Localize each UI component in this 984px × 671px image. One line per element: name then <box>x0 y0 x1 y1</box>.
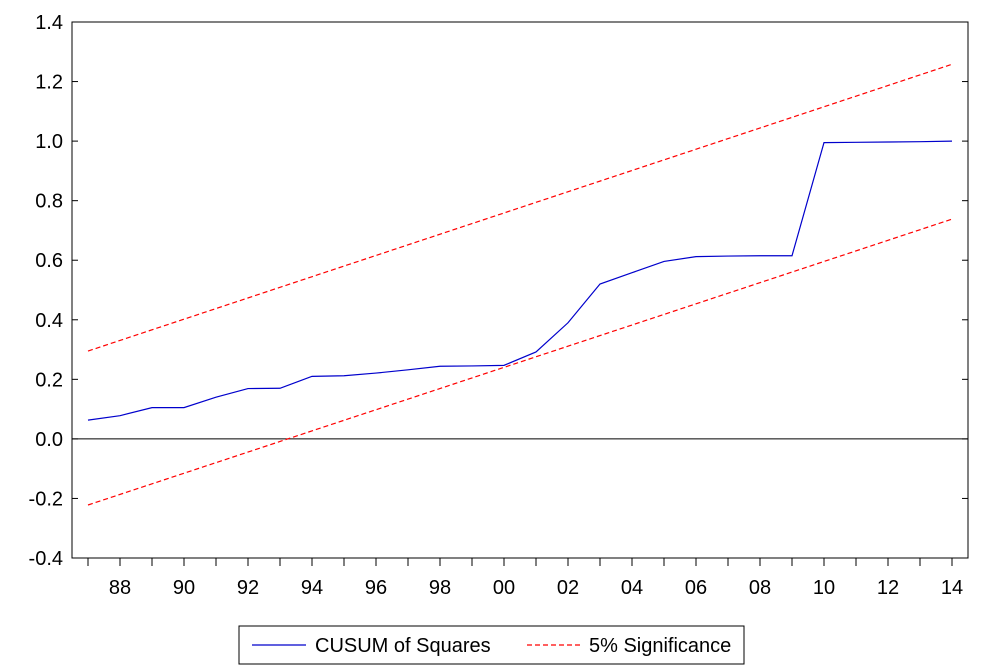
y-tick-label: -0.4 <box>29 548 63 570</box>
x-tick-label: 90 <box>173 577 195 599</box>
x-tick-label: 00 <box>493 577 515 599</box>
x-tick-label: 94 <box>301 577 323 599</box>
plot-frame <box>71 21 969 559</box>
y-tick-label: 0.4 <box>35 310 63 332</box>
y-tick-label: 0.0 <box>35 429 63 451</box>
cusum-squares-line <box>87 140 953 421</box>
x-tick-label: 88 <box>109 577 131 599</box>
legend-label-cusum: CUSUM of Squares <box>315 635 491 657</box>
x-tick-label: 92 <box>237 577 259 599</box>
legend-label-significance: 5% Significance <box>589 635 731 657</box>
legend-box <box>238 625 745 665</box>
x-tick-label: 14 <box>941 577 963 599</box>
x-tick-label: 98 <box>429 577 451 599</box>
upper-significance-line <box>87 63 953 352</box>
y-tick-label: 1.0 <box>35 131 63 153</box>
legend: CUSUM of Squares 5% Significance <box>238 625 745 665</box>
x-tick-label: 12 <box>877 577 899 599</box>
x-tick-label: 08 <box>749 577 771 599</box>
y-tick-label: 0.8 <box>35 191 63 213</box>
x-tick-label: 06 <box>685 577 707 599</box>
x-tick-label: 10 <box>813 577 835 599</box>
lower-significance-line <box>87 218 953 506</box>
x-tick-label: 04 <box>621 577 643 599</box>
y-tick-label: 0.6 <box>35 250 63 272</box>
y-tick-label: -0.2 <box>29 488 63 510</box>
y-tick-label: 0.2 <box>35 369 63 391</box>
y-tick-label: 1.4 <box>35 12 63 34</box>
x-tick-label: 96 <box>365 577 387 599</box>
y-tick-label: 1.2 <box>35 72 63 94</box>
x-tick-label: 02 <box>557 577 579 599</box>
